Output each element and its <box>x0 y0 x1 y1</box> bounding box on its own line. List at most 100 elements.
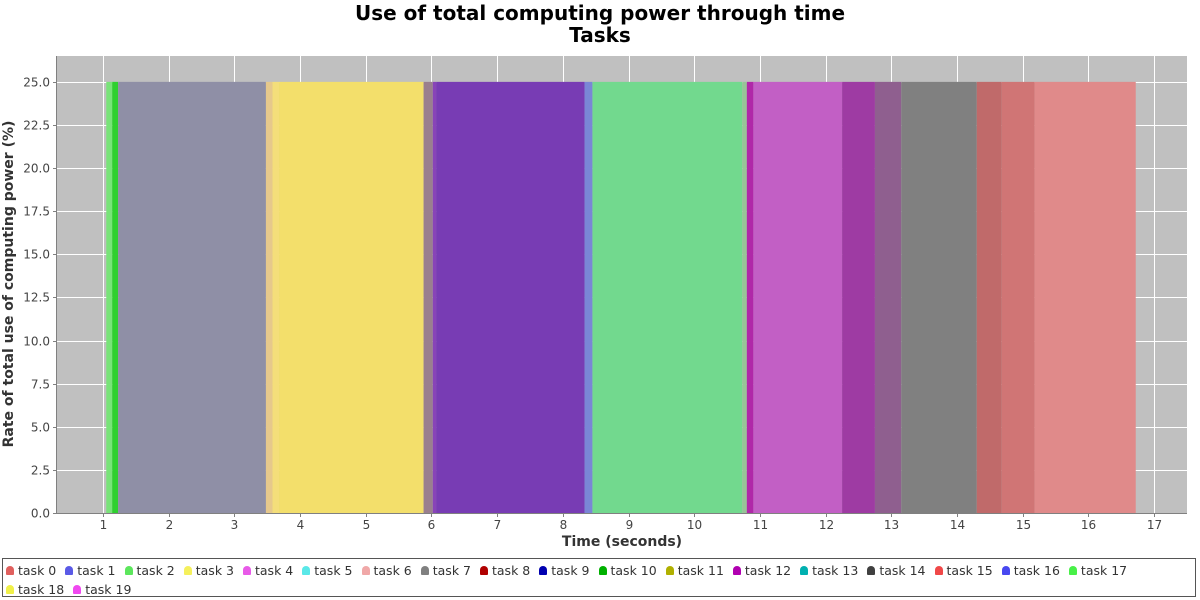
x-tick-label: 16 <box>1081 518 1096 532</box>
area-band <box>1001 81 1035 514</box>
area-band <box>423 81 433 514</box>
legend-item: task 11 <box>665 561 724 580</box>
legend-label: task 0 <box>18 563 57 578</box>
legend-swatch <box>420 566 429 575</box>
legend-label: task 13 <box>812 563 859 578</box>
legend-item: task 17 <box>1068 561 1128 580</box>
area-band <box>746 81 754 514</box>
legend-swatch <box>124 566 133 575</box>
area-band <box>742 81 747 514</box>
y-tick-label: 12.5 <box>23 291 50 305</box>
x-tick-label: 1 <box>100 518 108 532</box>
legend-item: task 14 <box>867 561 926 580</box>
legend-swatch <box>1068 566 1077 575</box>
y-tick-label: 10.0 <box>23 335 50 349</box>
y-tick-label: 2.5 <box>31 464 50 478</box>
chart-canvas: 1 2 3 4 5 6 7 8 9 10 11 12 13 14 15 16 170.02.55.07.510.… <box>1 56 1187 550</box>
y-tick-label: 25.0 <box>23 76 50 90</box>
legend-swatch <box>934 566 943 575</box>
area-band <box>112 81 119 514</box>
x-tick-label: 10 <box>687 518 702 532</box>
legend-item: task 9 <box>539 561 590 580</box>
legend-label: task 5 <box>314 563 353 578</box>
x-tick-label: 12 <box>819 518 834 532</box>
legend-label: task 8 <box>492 563 531 578</box>
legend-label: task 11 <box>677 563 724 578</box>
legend-label: task 1 <box>77 563 116 578</box>
legend-swatch <box>6 566 14 575</box>
y-tick-label: 20.0 <box>23 162 50 176</box>
y-tick-label: 22.5 <box>23 119 50 133</box>
legend-item: task 5 <box>302 561 353 580</box>
y-axis-label: Rate of total use of computing power (%) <box>1 121 17 448</box>
legend-label: task 19 <box>85 582 132 597</box>
area-band <box>436 81 585 514</box>
x-tick-label: 8 <box>560 518 568 532</box>
legend-item: task 7 <box>420 561 471 580</box>
legend-item: task 19 <box>73 580 131 599</box>
x-tick-label: 15 <box>1016 518 1031 532</box>
legend-label: task 16 <box>1013 563 1060 578</box>
chart-title: Use of total computing power through tim… <box>354 1 846 25</box>
legend-swatch <box>1001 566 1010 575</box>
area-band <box>106 81 113 514</box>
legend-swatch <box>73 585 82 594</box>
area-band <box>118 81 266 514</box>
area-series <box>106 81 1136 514</box>
legend-item: task 1 <box>65 561 116 580</box>
legend-label: task 9 <box>551 563 590 578</box>
y-tick-label: 7.5 <box>31 378 50 392</box>
area-band <box>842 81 875 514</box>
x-tick-label: 2 <box>166 518 174 532</box>
legend-item: task 2 <box>124 561 175 580</box>
legend-swatch <box>65 566 74 575</box>
area-band <box>874 81 902 514</box>
chart-subtitle: Tasks <box>569 23 631 47</box>
legend-label: task 15 <box>946 563 993 578</box>
y-tick-label: 5.0 <box>31 421 50 435</box>
x-tick-label: 4 <box>297 518 305 532</box>
legend-swatch <box>302 566 311 575</box>
legend-label: task 3 <box>195 563 234 578</box>
legend-swatch <box>243 566 251 575</box>
legend-label: task 10 <box>610 563 657 578</box>
legend-item: task 3 <box>183 561 234 580</box>
axes <box>56 56 1187 514</box>
area-band <box>265 81 273 514</box>
x-tick-label: 5 <box>363 518 371 532</box>
area-band <box>279 81 424 514</box>
x-tick-label: 3 <box>231 518 239 532</box>
y-tick-label: 15.0 <box>23 248 50 262</box>
legend-label: task 14 <box>879 563 926 578</box>
x-tick-label: 7 <box>494 518 502 532</box>
legend-swatch <box>598 566 607 575</box>
area-band <box>592 81 743 514</box>
legend-label: task 12 <box>744 563 792 578</box>
area-band <box>901 81 977 514</box>
x-tick-label: 6 <box>428 518 436 532</box>
area-band <box>432 81 437 514</box>
legend-label: task 18 <box>18 582 65 597</box>
area-band <box>272 81 280 514</box>
x-axis-label: Time (seconds) <box>562 534 682 550</box>
ticks: 1 2 3 4 5 6 7 8 9 10 11 12 13 14 15 16 170.02.55.07.510.… <box>23 76 1162 533</box>
legend-swatch <box>867 566 876 575</box>
legend-label: task 7 <box>432 563 471 578</box>
legend-swatch <box>6 585 14 594</box>
area-band <box>584 81 593 514</box>
y-tick-label: 0.0 <box>31 507 50 521</box>
legend-swatch <box>732 566 741 575</box>
legend-item: task 6 <box>361 561 412 580</box>
area-band <box>976 81 1002 514</box>
legend-item: task 16 <box>1001 561 1060 580</box>
legend-swatch <box>183 566 192 575</box>
legend-item: task 10 <box>598 561 657 580</box>
legend-swatch <box>361 566 370 575</box>
legend-label: task 6 <box>373 563 412 578</box>
legend-label: task 2 <box>136 563 175 578</box>
legend-label: task 17 <box>1080 563 1128 578</box>
legend-item: task 13 <box>800 561 858 580</box>
x-tick-label: 17 <box>1147 518 1162 532</box>
legend-item: task 12 <box>732 561 792 580</box>
legend-item: task 18 <box>6 580 64 599</box>
